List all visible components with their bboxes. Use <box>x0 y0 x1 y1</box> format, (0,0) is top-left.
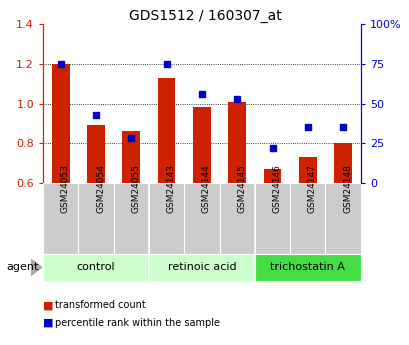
Bar <box>87 125 105 183</box>
Bar <box>193 108 210 183</box>
Bar <box>263 169 281 183</box>
Text: agent: agent <box>6 263 38 272</box>
Text: GSM24054: GSM24054 <box>96 164 105 213</box>
Bar <box>122 131 140 183</box>
Bar <box>148 254 254 281</box>
Text: GSM24146: GSM24146 <box>272 164 281 213</box>
Bar <box>333 143 351 183</box>
Bar <box>290 183 325 254</box>
Text: GSM24055: GSM24055 <box>131 164 140 213</box>
Text: transformed count: transformed count <box>55 300 146 310</box>
Text: GSM24143: GSM24143 <box>166 164 175 213</box>
Text: percentile rank within the sample: percentile rank within the sample <box>55 318 220 327</box>
Bar <box>157 78 175 183</box>
Text: ■: ■ <box>43 300 54 310</box>
Text: GSM24144: GSM24144 <box>201 164 210 213</box>
Bar <box>298 157 316 183</box>
Text: ■: ■ <box>43 318 54 327</box>
Bar <box>52 64 70 183</box>
Text: GSM24145: GSM24145 <box>237 164 246 213</box>
Text: GSM24053: GSM24053 <box>61 164 70 213</box>
Bar <box>228 101 245 183</box>
Text: GSM24148: GSM24148 <box>342 164 351 213</box>
Bar <box>254 254 360 281</box>
Bar <box>148 183 184 254</box>
Bar <box>43 183 78 254</box>
Text: GDS1512 / 160307_at: GDS1512 / 160307_at <box>128 9 281 23</box>
Bar <box>43 254 148 281</box>
Text: retinoic acid: retinoic acid <box>167 263 236 272</box>
Bar <box>184 183 219 254</box>
Text: control: control <box>76 263 115 272</box>
Polygon shape <box>31 259 42 276</box>
Text: trichostatin A: trichostatin A <box>270 263 344 272</box>
Bar <box>254 183 290 254</box>
Bar <box>78 183 113 254</box>
Bar <box>325 183 360 254</box>
Bar <box>219 183 254 254</box>
Bar <box>113 183 148 254</box>
Text: GSM24147: GSM24147 <box>307 164 316 213</box>
